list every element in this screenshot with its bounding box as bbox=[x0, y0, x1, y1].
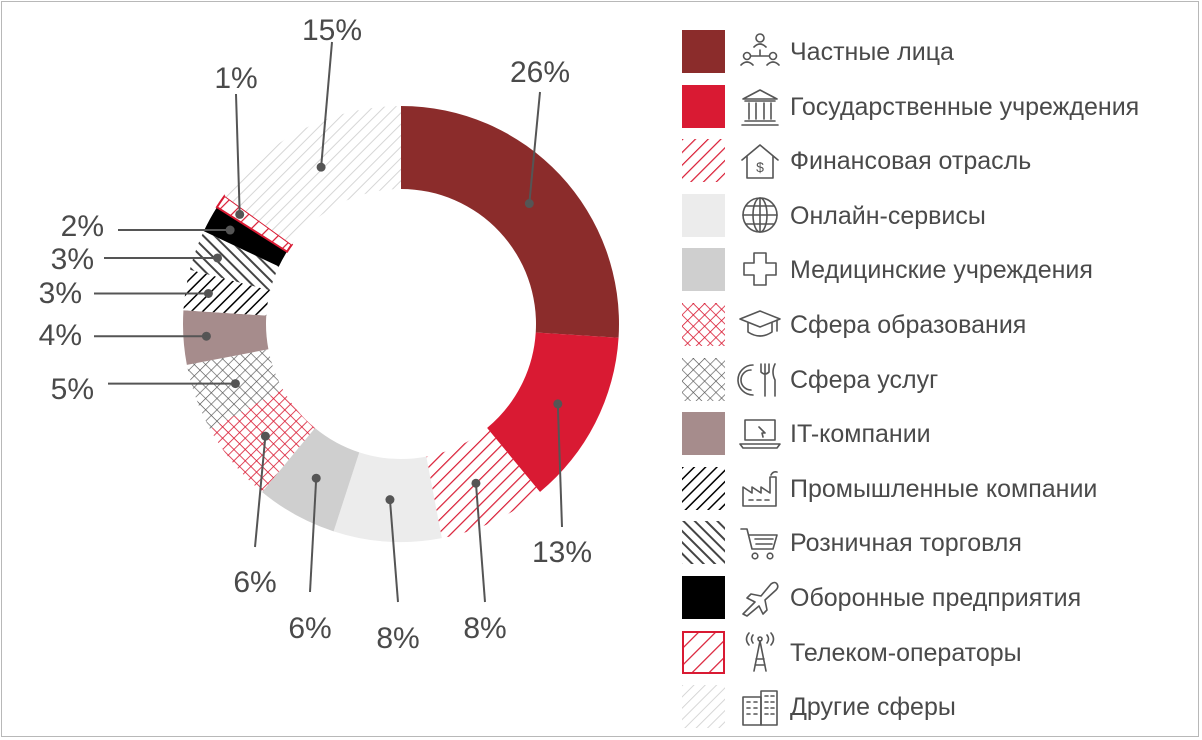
legend-item: $ Финансовая отрасль bbox=[682, 135, 1192, 190]
legend-swatch bbox=[682, 248, 725, 292]
leader-line bbox=[235, 93, 241, 215]
finance-house-icon: $ bbox=[737, 139, 783, 182]
value-label: 26% bbox=[510, 56, 570, 89]
legend-label: Розничная торговля bbox=[790, 529, 1022, 558]
value-label: 2% bbox=[61, 210, 104, 243]
leader-line bbox=[528, 91, 541, 204]
value-label: 1% bbox=[214, 62, 257, 95]
legend-item: Государственные учреждения bbox=[682, 81, 1192, 136]
shopping-cart-icon bbox=[737, 521, 783, 564]
people-network-icon bbox=[737, 30, 783, 73]
dining-icon bbox=[737, 358, 783, 401]
leader-line bbox=[556, 403, 563, 528]
donut-slice bbox=[189, 231, 279, 291]
donut-slice bbox=[203, 207, 288, 267]
donut-slice bbox=[183, 310, 269, 365]
value-label: 6% bbox=[233, 566, 276, 599]
medical-cross-icon bbox=[737, 248, 783, 291]
leader-line bbox=[309, 478, 318, 593]
legend-swatch bbox=[682, 302, 725, 346]
government-building-icon bbox=[737, 85, 783, 128]
legend-swatch bbox=[682, 193, 725, 237]
legend-item: Розничная торговля bbox=[682, 517, 1192, 572]
legend-swatch bbox=[682, 357, 725, 401]
legend-label: Онлайн-сервисы bbox=[790, 201, 986, 230]
legend-label: Промышленные компании bbox=[790, 474, 1098, 503]
value-label: 6% bbox=[288, 612, 331, 645]
donut-slice bbox=[401, 106, 619, 338]
legend-item: Телеком-операторы bbox=[682, 627, 1192, 682]
donut-slice bbox=[262, 428, 360, 532]
donut-slice bbox=[209, 389, 315, 492]
legend-label: Другие сферы bbox=[790, 693, 956, 722]
legend-label: Государственные учреждения bbox=[790, 92, 1140, 121]
legend-item: Оборонные предприятия bbox=[682, 572, 1192, 627]
legend-item: IT-компании bbox=[682, 408, 1192, 463]
legend-label: Медицинские учреждения bbox=[790, 256, 1093, 285]
factory-icon bbox=[737, 467, 783, 510]
laptop-icon bbox=[737, 412, 783, 455]
value-label: 8% bbox=[463, 612, 506, 645]
legend-label: IT-компании bbox=[790, 420, 931, 449]
legend-label: Сфера услуг bbox=[790, 365, 939, 394]
legend-item: Сфера образования bbox=[682, 299, 1192, 354]
globe-icon bbox=[737, 194, 783, 237]
legend-label: Частные лица bbox=[790, 38, 954, 66]
value-label: 3% bbox=[39, 277, 82, 310]
value-label: 15% bbox=[302, 14, 362, 47]
legend-label: Телеком-операторы bbox=[790, 638, 1022, 667]
donut-slice bbox=[426, 428, 540, 539]
telecom-tower-icon bbox=[737, 631, 783, 674]
legend-swatch bbox=[682, 412, 725, 456]
value-label: 3% bbox=[51, 243, 94, 276]
value-label: 13% bbox=[532, 536, 592, 569]
donut-chart: 26%13%8%8%6%6%5%4%3%3%2%1%15% bbox=[39, 14, 619, 655]
value-label: 4% bbox=[39, 319, 82, 352]
legend-swatch bbox=[682, 466, 725, 510]
donut-slice bbox=[224, 105, 401, 245]
legend-label: Финансовая отрасль bbox=[790, 147, 1032, 176]
legend-item: Онлайн-сервисы bbox=[682, 190, 1192, 245]
donut-slice bbox=[183, 269, 271, 316]
chart-legend: Частные лица Государственные учреждения … bbox=[682, 26, 1192, 736]
value-label: 5% bbox=[51, 373, 94, 406]
legend-swatch bbox=[682, 521, 725, 565]
legend-label: Оборонные предприятия bbox=[790, 583, 1082, 612]
legend-item: Частные лица bbox=[682, 26, 1192, 81]
legend-item: Сфера услуг bbox=[682, 354, 1192, 409]
legend-item: Другие сферы bbox=[682, 681, 1192, 736]
office-buildings-icon bbox=[737, 685, 783, 728]
legend-swatch bbox=[682, 139, 725, 183]
donut-slice bbox=[186, 349, 283, 430]
graduation-cap-icon bbox=[737, 303, 783, 346]
legend-swatch bbox=[682, 575, 725, 619]
svg-text:$: $ bbox=[756, 159, 764, 175]
legend-item: Медицинские учреждения bbox=[682, 244, 1192, 299]
donut-slice bbox=[487, 332, 619, 492]
value-label: 8% bbox=[376, 622, 419, 655]
leader-line bbox=[320, 41, 333, 168]
donut-slice bbox=[215, 194, 294, 254]
legend-item: Промышленные компании bbox=[682, 463, 1192, 518]
legend-swatch bbox=[682, 84, 725, 128]
legend-swatch bbox=[682, 30, 725, 73]
leader-line bbox=[254, 436, 267, 548]
legend-swatch bbox=[682, 630, 725, 674]
leader-line bbox=[388, 499, 399, 603]
leader-line bbox=[474, 483, 486, 603]
legend-swatch bbox=[682, 685, 725, 729]
legend-label: Сфера образования bbox=[790, 310, 1027, 339]
fighter-jet-icon bbox=[737, 576, 783, 619]
